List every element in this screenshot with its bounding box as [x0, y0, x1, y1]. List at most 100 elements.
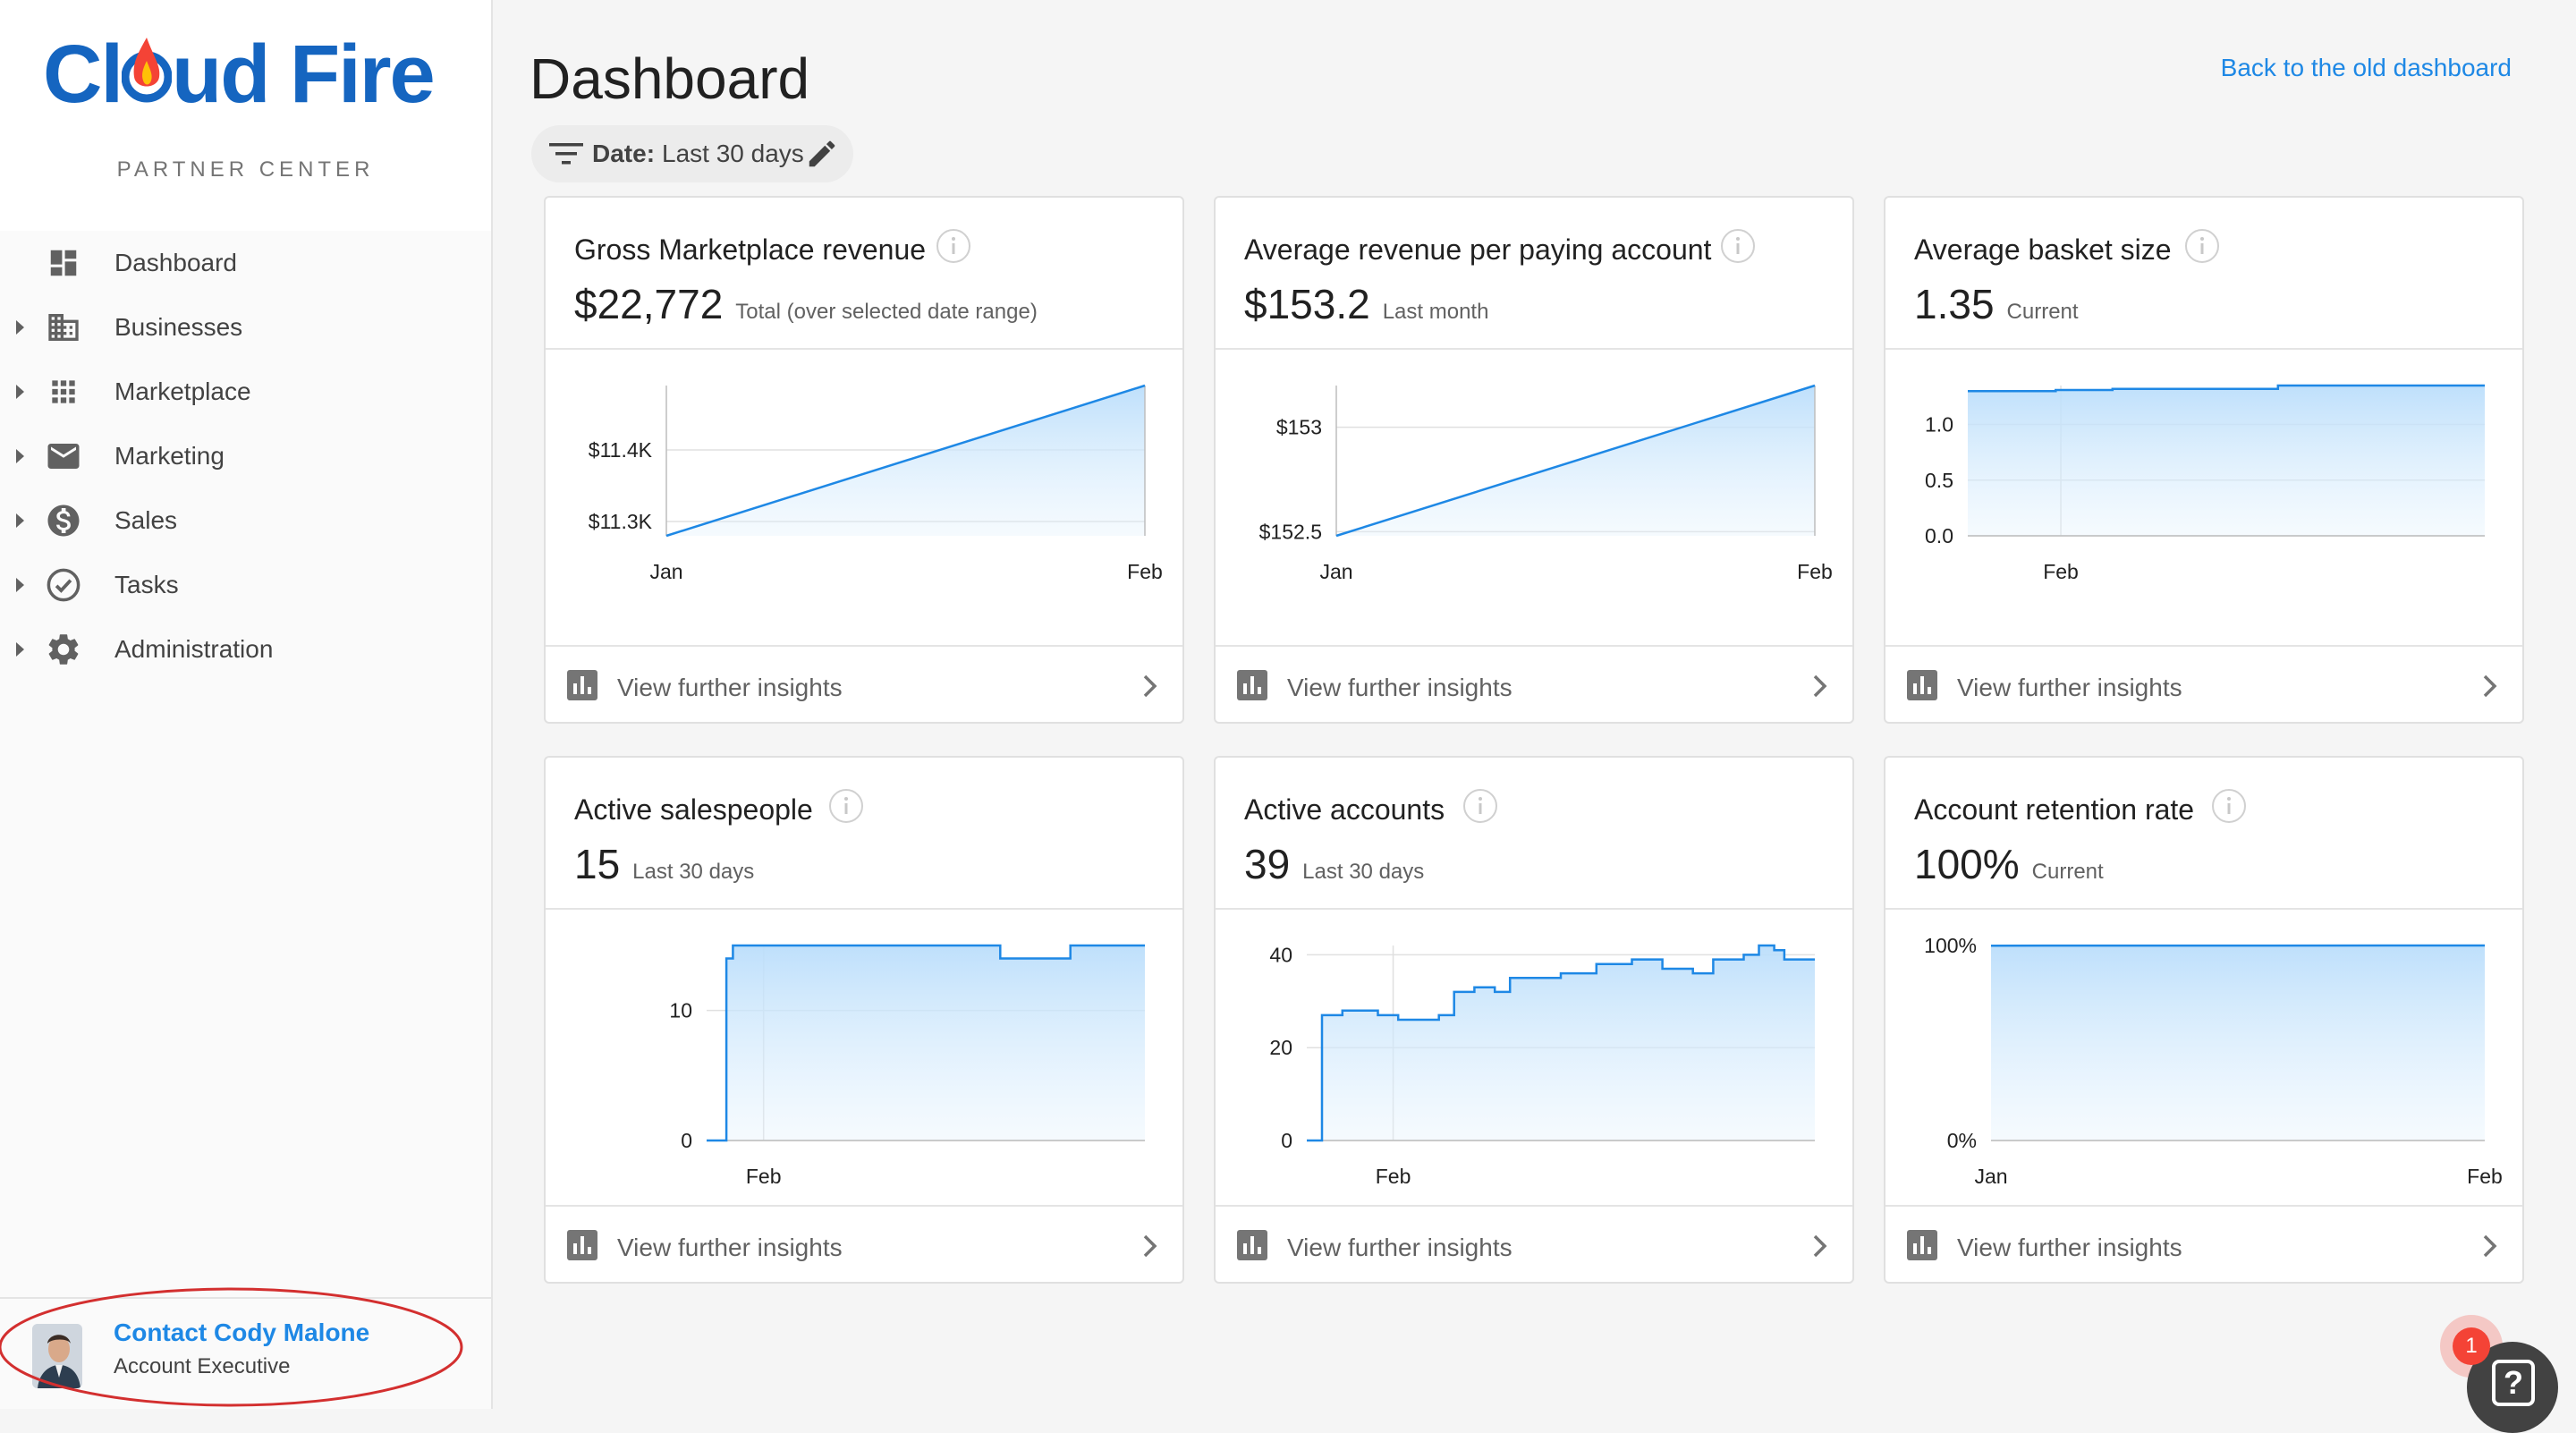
sidebar-item-marketing[interactable]: Marketing	[0, 424, 491, 488]
card-subtitle: Last 30 days	[632, 860, 754, 884]
check-circle-icon	[45, 566, 82, 604]
chevron-right-icon	[1141, 1234, 1159, 1259]
x-tick-label: Jan	[1319, 560, 1352, 583]
card-title: Account retention rate	[1914, 793, 2194, 827]
x-tick-label: Feb	[2467, 1165, 2503, 1188]
y-tick-label: $153	[1276, 416, 1322, 439]
chevron-right-icon	[1141, 674, 1159, 699]
logo-text-end: ud Fire	[172, 29, 434, 120]
bar-chart-icon	[567, 1230, 597, 1260]
bar-chart-icon	[567, 670, 597, 700]
y-tick-label: 0	[681, 1129, 692, 1152]
y-tick-label: 0	[1281, 1129, 1292, 1152]
y-tick-label: 0.5	[1925, 469, 1953, 492]
date-filter-chip[interactable]: Date: Last 30 days	[531, 125, 853, 182]
partner-center-label: PARTNER CENTER	[0, 157, 491, 182]
date-filter-value: Last 30 days	[662, 140, 804, 168]
expand-caret-icon[interactable]	[16, 578, 24, 592]
bar-chart-icon	[1237, 670, 1267, 700]
view-insights-button[interactable]: View further insights	[1885, 1205, 2522, 1284]
info-icon[interactable]	[936, 228, 971, 264]
page-title: Dashboard	[530, 45, 809, 113]
view-insights-label: View further insights	[1957, 674, 2182, 702]
card-value: 1.35	[1914, 281, 1995, 327]
y-tick-label: $11.3K	[589, 510, 653, 533]
card-subtitle: Current	[2032, 860, 2104, 884]
sidebar-item-dashboard[interactable]: Dashboard	[0, 231, 491, 295]
apps-grid-icon	[45, 373, 82, 411]
y-tick-label: 0.0	[1925, 524, 1953, 547]
logo-area: Cl ud Fire PARTNER CENTER	[0, 0, 491, 231]
y-tick-label: 100%	[1924, 934, 1977, 957]
card-title: Active salespeople	[574, 793, 813, 827]
sidebar-item-administration[interactable]: Administration	[0, 617, 491, 682]
info-icon[interactable]	[828, 788, 864, 824]
view-insights-button[interactable]: View further insights	[546, 1205, 1182, 1284]
filter-icon	[549, 140, 583, 168]
sidebar-item-label: Administration	[114, 635, 273, 664]
view-insights-button[interactable]: View further insights	[1216, 645, 1852, 724]
expand-caret-icon[interactable]	[16, 513, 24, 528]
chevron-right-icon	[1811, 674, 1829, 699]
info-icon[interactable]	[2211, 788, 2247, 824]
card-value: 39	[1244, 841, 1290, 887]
y-tick-label: $11.4K	[589, 438, 653, 462]
sidebar-item-tasks[interactable]: Tasks	[0, 553, 491, 617]
card-value: $22,772	[574, 281, 723, 327]
expand-caret-icon[interactable]	[16, 642, 24, 657]
view-insights-label: View further insights	[1957, 1234, 2182, 1262]
back-to-old-dashboard-link[interactable]: Back to the old dashboard	[2221, 54, 2512, 82]
info-icon[interactable]	[1462, 788, 1498, 824]
view-insights-button[interactable]: View further insights	[1885, 645, 2522, 724]
cloud-fire-logo[interactable]: Cl ud Fire	[43, 25, 434, 123]
y-tick-label: $152.5	[1259, 520, 1322, 543]
sidebar-item-marketplace[interactable]: Marketplace	[0, 360, 491, 424]
card-average-revenue-per-paying-account: Average revenue per paying account $153.…	[1214, 196, 1854, 724]
x-tick-label: Feb	[1127, 560, 1163, 583]
x-tick-label: Jan	[1974, 1165, 2007, 1188]
card-title: Average basket size	[1914, 233, 2172, 267]
gear-icon	[45, 631, 82, 668]
notification-badge[interactable]: 1	[2453, 1327, 2490, 1365]
contact-name-link[interactable]: Contact Cody Malone	[114, 1319, 369, 1347]
info-icon[interactable]	[2184, 228, 2220, 264]
view-insights-button[interactable]: View further insights	[1216, 1205, 1852, 1284]
view-insights-label: View further insights	[1287, 674, 1513, 702]
card-value-row: $22,772 Total (over selected date range)	[574, 280, 1038, 328]
expand-caret-icon[interactable]	[16, 320, 24, 335]
card-value-row: 100% Current	[1914, 840, 2104, 888]
y-tick-label: 40	[1269, 943, 1292, 966]
card-title: Active accounts	[1244, 793, 1445, 827]
view-insights-button[interactable]: View further insights	[546, 645, 1182, 724]
card-header: Average revenue per paying account $153.…	[1216, 198, 1852, 350]
logo-text-start: Cl	[43, 29, 122, 120]
x-tick-label: Feb	[1797, 560, 1833, 583]
y-tick-label: 10	[669, 999, 692, 1022]
contact-card[interactable]: Contact Cody Malone Account Executive	[0, 1297, 491, 1409]
contact-role: Account Executive	[114, 1354, 290, 1379]
x-tick-label: Feb	[1376, 1165, 1411, 1188]
sidebar-item-businesses[interactable]: Businesses	[0, 295, 491, 360]
card-subtitle: Total (over selected date range)	[735, 300, 1038, 324]
expand-caret-icon[interactable]	[16, 385, 24, 399]
help-question-icon: ?	[2492, 1360, 2535, 1406]
card-value: 100%	[1914, 841, 2020, 887]
business-icon	[45, 309, 82, 346]
expand-caret-icon[interactable]	[16, 449, 24, 463]
info-icon[interactable]	[1720, 228, 1756, 264]
sidebar-nav: Dashboard Businesses Marketplace Marketi…	[0, 231, 491, 682]
y-tick-label: 20	[1269, 1036, 1292, 1059]
pencil-edit-icon[interactable]	[805, 137, 839, 171]
arppa-area-chart: $152.5 $153 Jan Feb	[1216, 350, 1852, 645]
card-title: Average revenue per paying account	[1244, 233, 1711, 267]
active-accounts-area-chart: 0 20 40 Feb	[1216, 910, 1852, 1205]
sidebar-item-sales[interactable]: Sales	[0, 488, 491, 553]
